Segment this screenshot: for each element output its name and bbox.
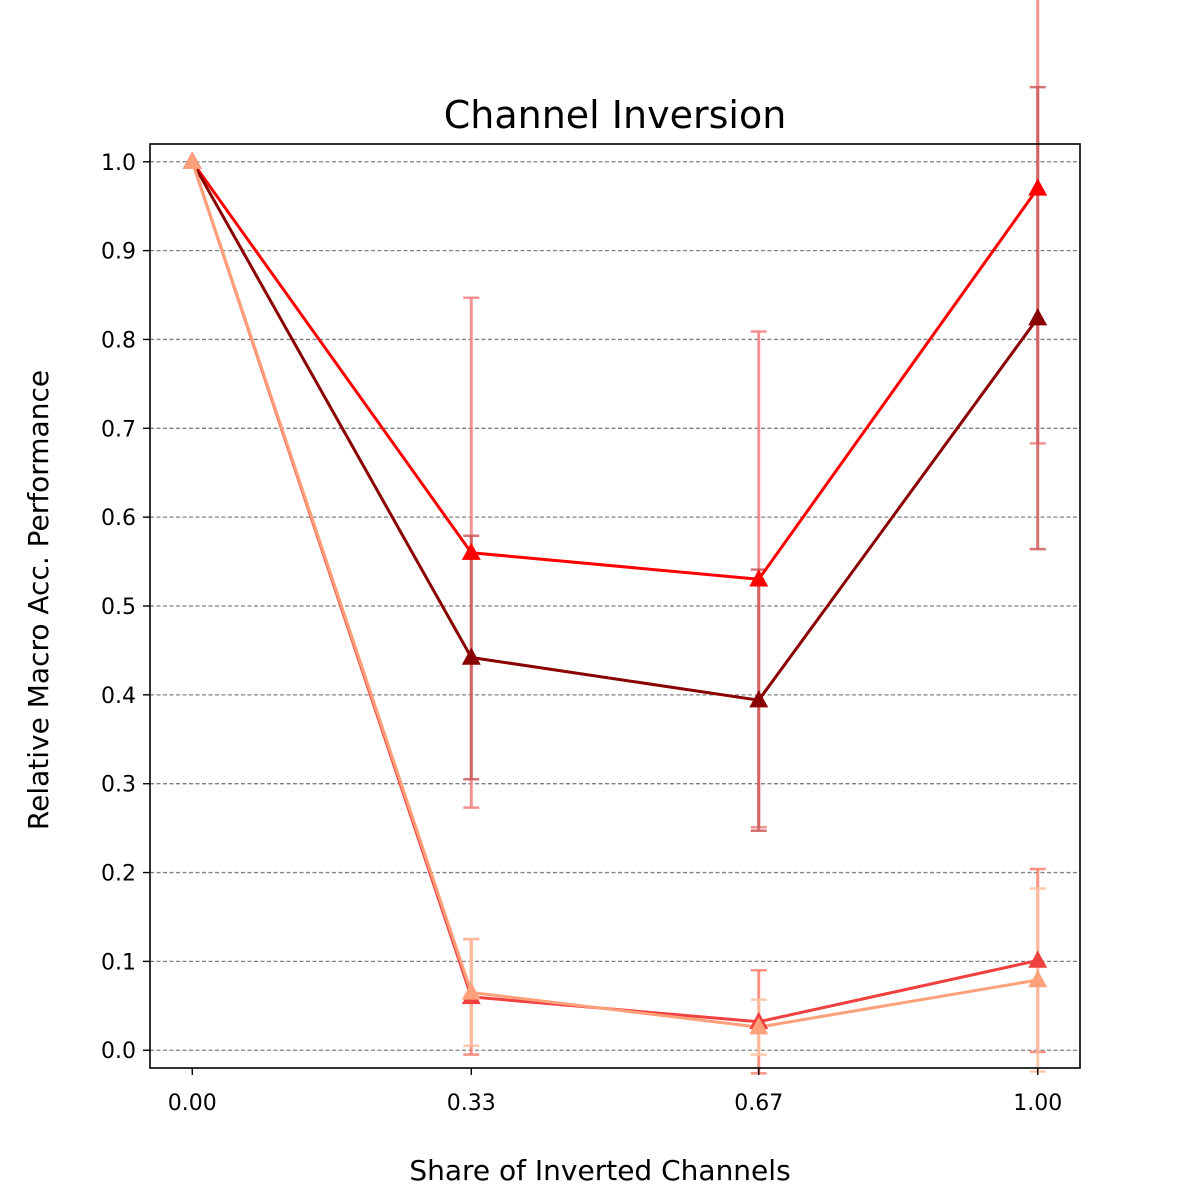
x-axis-ticks: 0.00 0.33 0.67 1.00	[168, 1068, 1062, 1116]
y-tick-label: 0.1	[101, 950, 136, 975]
y-tick-label: 0.0	[101, 1039, 136, 1064]
x-tick-label: 0.67	[734, 1091, 783, 1116]
data-point-marker	[461, 542, 481, 560]
data-point-marker	[749, 569, 769, 587]
gridlines	[150, 161, 1080, 1051]
series-line-1	[191, 160, 1039, 581]
y-tick-label: 0.7	[101, 417, 136, 442]
y-tick-label: 0.8	[101, 328, 136, 353]
series-lines	[190, 160, 1039, 1029]
series-line-4	[190, 161, 1038, 1029]
data-point-marker	[749, 690, 769, 708]
y-tick-label: 0.3	[101, 773, 136, 798]
data-point-marker	[1028, 178, 1048, 196]
data-point-marker	[461, 647, 481, 665]
y-axis-ticks: 0.0 0.1 0.2 0.3 0.4 0.5 0.6 0.7 0.8 0.9 1.0	[101, 151, 150, 1064]
x-axis-label: Share of Inverted Channels	[409, 1154, 790, 1187]
y-tick-label: 0.5	[101, 595, 136, 620]
data-markers	[182, 151, 1048, 1035]
y-axis-label: Relative Macro Acc. Performance	[22, 370, 55, 830]
x-tick-label: 1.00	[1013, 1091, 1062, 1116]
data-point-marker	[1028, 970, 1048, 988]
data-point-marker	[1028, 308, 1048, 326]
y-tick-label: 1.0	[101, 151, 136, 176]
data-point-marker	[461, 982, 481, 1000]
x-tick-label: 0.33	[447, 1091, 496, 1116]
y-tick-label: 0.6	[101, 506, 136, 531]
series-line-2	[190, 161, 1039, 702]
y-tick-label: 0.2	[101, 862, 136, 887]
x-tick-label: 0.00	[168, 1091, 217, 1116]
data-point-marker	[1028, 950, 1048, 968]
chart-title: Channel Inversion	[444, 93, 787, 137]
y-tick-label: 0.9	[101, 240, 136, 265]
y-tick-label: 0.4	[101, 684, 136, 709]
data-point-marker	[749, 1017, 769, 1035]
data-point-marker	[182, 151, 202, 169]
